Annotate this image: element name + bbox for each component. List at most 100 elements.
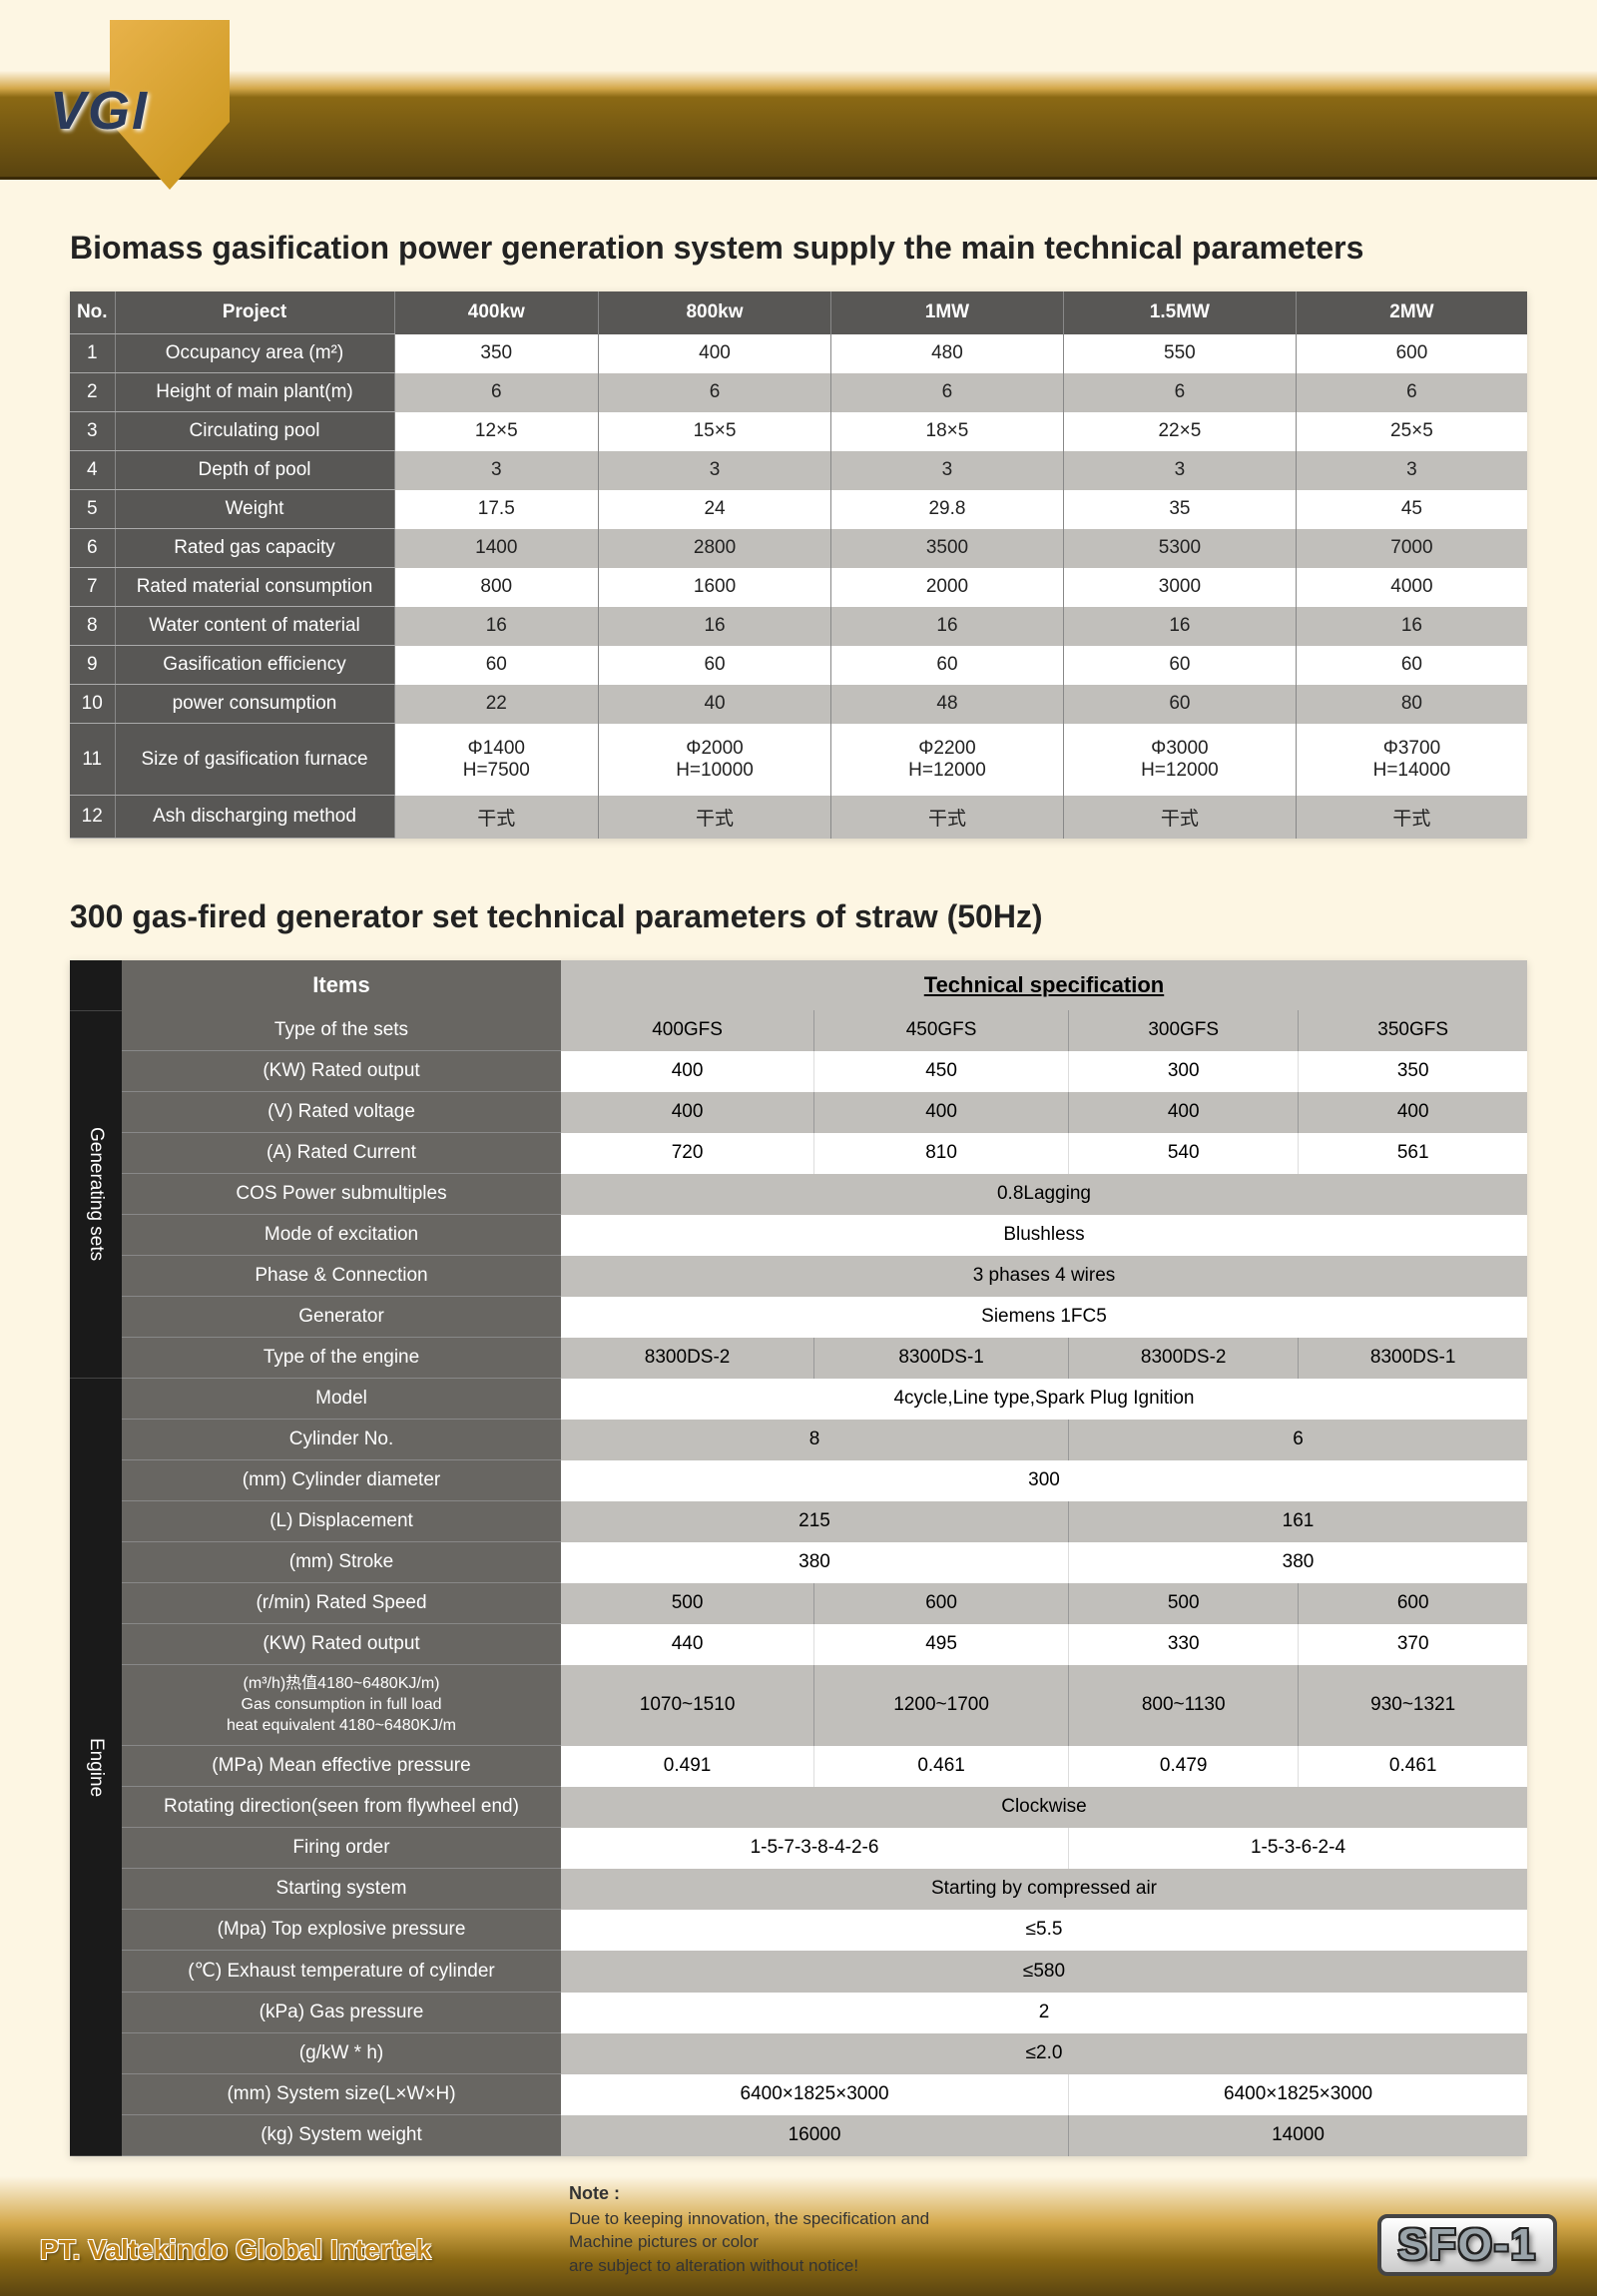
table-cell: 400 — [1069, 1092, 1299, 1133]
footer-company: PT. Valtekindo Global Intertek — [40, 2234, 431, 2266]
table-cell: 495 — [814, 1624, 1069, 1665]
table-cell: Φ3000H=12000 — [1063, 724, 1296, 796]
table-cell: 干式 — [599, 796, 831, 839]
table-cell: 60 — [394, 646, 599, 685]
table-cell: Siemens 1FC5 — [561, 1297, 1527, 1338]
table-cell: 1600 — [599, 568, 831, 607]
table-cell: 45 — [1296, 490, 1527, 529]
note-title: Note : — [569, 2183, 620, 2203]
table-cell: 380 — [1069, 1542, 1527, 1583]
row-label: Type of the sets — [122, 1010, 561, 1051]
table-cell: 3 — [1063, 451, 1296, 490]
header-banner: VGI — [0, 0, 1597, 180]
table-row: Mode of excitationBlushless — [70, 1215, 1527, 1256]
table-cell: 1070~1510 — [561, 1665, 814, 1746]
table-cell: 干式 — [830, 796, 1063, 839]
table-row: Rotating direction(seen from flywheel en… — [70, 1787, 1527, 1828]
table-cell: 450 — [814, 1051, 1069, 1092]
table-cell: 22×5 — [1063, 412, 1296, 451]
table-cell: 6 — [599, 373, 831, 412]
t1-th: 400kw — [394, 291, 599, 334]
row-label: (g/kW * h) — [122, 2033, 561, 2074]
table-cell: 1400 — [394, 529, 599, 568]
table-cell: 6400×1825×3000 — [1069, 2074, 1527, 2115]
row-label: (kg) System weight — [122, 2115, 561, 2156]
table-cell: 干式 — [1296, 796, 1527, 839]
table-cell: 215 — [561, 1501, 1069, 1542]
row-label: (MPa) Mean effective pressure — [122, 1746, 561, 1787]
table-cell: 11 — [70, 724, 115, 796]
table-row: (mm) System size(L×W×H)6400×1825×3000640… — [70, 2074, 1527, 2115]
table-cell: 330 — [1069, 1624, 1299, 1665]
table-cell: 8300DS-2 — [1069, 1338, 1299, 1379]
t1-th: No. — [70, 291, 115, 334]
table-cell: 400 — [1299, 1092, 1527, 1133]
table-cell: 17.5 — [394, 490, 599, 529]
table-row: (kPa) Gas pressure2 — [70, 1993, 1527, 2033]
table-cell: ≤2.0 — [561, 2033, 1527, 2074]
table-cell: 600 — [814, 1583, 1069, 1624]
table-cell: 6 — [1069, 1420, 1527, 1460]
row-label: Firing order — [122, 1828, 561, 1869]
table-cell: 6 — [1063, 373, 1296, 412]
table-cell: Circulating pool — [115, 412, 394, 451]
table-cell: Occupancy area (m²) — [115, 334, 394, 373]
table-cell: ≤580 — [561, 1951, 1527, 1993]
table-cell: 440 — [561, 1624, 814, 1665]
table-cell: 930~1321 — [1299, 1665, 1527, 1746]
table-cell: 7 — [70, 568, 115, 607]
table-row: 6Rated gas capacity14002800350053007000 — [70, 529, 1527, 568]
table-cell: 540 — [1069, 1133, 1299, 1174]
table-row: 2Height of main plant(m)66666 — [70, 373, 1527, 412]
table-cell: 0.491 — [561, 1746, 814, 1787]
table-cell: 60 — [599, 646, 831, 685]
table-cell: 12×5 — [394, 412, 599, 451]
table-cell: 350 — [394, 334, 599, 373]
row-label: Rotating direction(seen from flywheel en… — [122, 1787, 561, 1828]
table-cell: 干式 — [394, 796, 599, 839]
t1-th: 1.5MW — [1063, 291, 1296, 334]
note-l1: Due to keeping innovation, the specifica… — [569, 2209, 929, 2228]
row-label: Phase & Connection — [122, 1256, 561, 1297]
table-cell: 60 — [1296, 646, 1527, 685]
table-cell: 3 — [830, 451, 1063, 490]
table-cell: 500 — [561, 1583, 814, 1624]
table-cell: Φ1400H=7500 — [394, 724, 599, 796]
table-row: Generating setsType of the sets400GFS450… — [70, 1010, 1527, 1051]
table-generator: Items Technical specification Generating… — [70, 960, 1527, 2156]
t2-items-h: Items — [122, 960, 561, 1010]
logo: VGI — [50, 20, 289, 220]
t2-body: Generating setsType of the sets400GFS450… — [70, 1010, 1527, 2156]
table-cell: 8300DS-1 — [1299, 1338, 1527, 1379]
table-cell: 1-5-3-6-2-4 — [1069, 1828, 1527, 1869]
table-cell: 5 — [70, 490, 115, 529]
table-row: (L) Displacement215161 — [70, 1501, 1527, 1542]
table-cell: Rated gas capacity — [115, 529, 394, 568]
table-cell: 3 — [1296, 451, 1527, 490]
note-l3: are subject to alteration without notice… — [569, 2256, 858, 2275]
section1-title: Biomass gasification power generation sy… — [70, 230, 1527, 267]
logo-text: VGI — [50, 80, 149, 142]
row-label: Starting system — [122, 1869, 561, 1910]
table-row: (mm) Stroke380380 — [70, 1542, 1527, 1583]
table-cell: 8300DS-1 — [814, 1338, 1069, 1379]
table-cell: 16 — [394, 607, 599, 646]
t2-head: Items Technical specification — [70, 960, 1527, 1010]
table-cell: Φ2200H=12000 — [830, 724, 1063, 796]
table-cell: Blushless — [561, 1215, 1527, 1256]
table-cell: 60 — [1063, 685, 1296, 724]
table-cell: 4cycle,Line type,Spark Plug Ignition — [561, 1379, 1527, 1420]
table-row: (mm) Cylinder diameter300 — [70, 1460, 1527, 1501]
row-label: (Mpa) Top explosive pressure — [122, 1910, 561, 1951]
table-cell: 10 — [70, 685, 115, 724]
table-cell: 1200~1700 — [814, 1665, 1069, 1746]
content: Biomass gasification power generation sy… — [0, 180, 1597, 2156]
table-cell: Φ2000H=10000 — [599, 724, 831, 796]
table-row: (kg) System weight1600014000 — [70, 2115, 1527, 2156]
table-cell: 3000 — [1063, 568, 1296, 607]
table-row: 3Circulating pool12×515×518×522×525×5 — [70, 412, 1527, 451]
t2-corner — [70, 960, 122, 1010]
table-row: (KW) Rated output400450300350 — [70, 1051, 1527, 1092]
table-cell: 16000 — [561, 2115, 1069, 2156]
t1-th: Project — [115, 291, 394, 334]
